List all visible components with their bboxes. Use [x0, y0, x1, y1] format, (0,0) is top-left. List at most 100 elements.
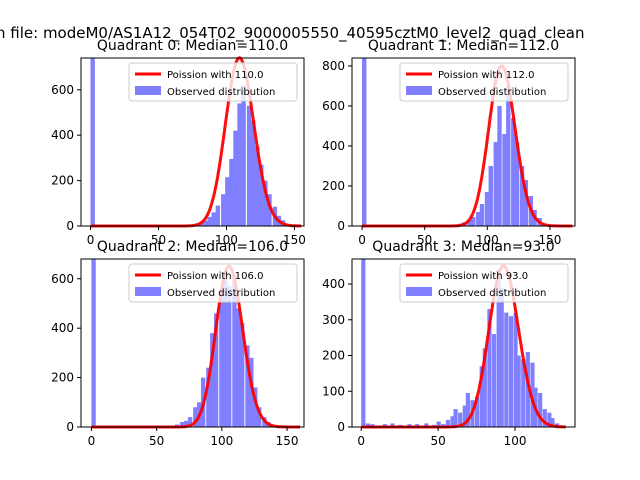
histogram-bar [255, 146, 260, 226]
histogram-bar [257, 407, 262, 427]
histogram-bar [240, 323, 245, 427]
histogram-bar [227, 286, 232, 427]
y-tick-label: 600 [51, 272, 74, 286]
legend-observed-swatch [406, 287, 432, 296]
quadrant-2-histogram [91, 259, 275, 427]
histogram-bar [90, 58, 95, 226]
histogram-bar [211, 212, 216, 226]
histogram-bar [479, 204, 485, 226]
histogram-bar [424, 423, 429, 427]
histogram-bar [362, 58, 367, 226]
quadrant-1-panel: Quadrant 1: Median=112.0 0 50 100 150 0 200 400… [322, 38, 576, 247]
quadrant-1-histogram [362, 58, 546, 226]
y-tick-label: 300 [322, 313, 345, 327]
histogram-bar [193, 407, 198, 427]
histogram-bar [502, 134, 507, 226]
legend-observed-label: Observed distribution [167, 87, 275, 98]
histogram-bar [491, 334, 497, 427]
x-tick-label: 50 [417, 233, 432, 247]
legend-poisson-label: Poission with 110.0 [167, 70, 263, 81]
histogram-bar [504, 312, 509, 427]
y-tick-label: 400 [322, 277, 345, 291]
histogram-bar [521, 359, 526, 427]
histogram-bar [365, 423, 370, 427]
histogram-bar [91, 259, 96, 427]
histogram-bar [493, 142, 498, 226]
legend-box [128, 263, 298, 303]
histogram-bar [206, 367, 211, 427]
histogram-bar [223, 278, 228, 427]
histogram-bar [246, 105, 252, 226]
y-tick-label: 0 [66, 420, 74, 434]
histogram-bar [236, 308, 241, 427]
x-tick-label: 150 [276, 434, 299, 448]
histogram-bar [547, 412, 552, 427]
histogram-bar [496, 269, 501, 427]
y-tick-label: 600 [322, 99, 345, 113]
axes-frame [351, 57, 576, 227]
histogram-bar [508, 316, 514, 427]
histogram-bar [479, 366, 484, 427]
quadrant-3-legend: Poission with 93.0 Observed distribution [399, 263, 569, 303]
histogram-bar [513, 312, 518, 427]
histogram-bar [259, 164, 264, 226]
histogram-bar [467, 220, 472, 226]
y-tick-label: 400 [51, 128, 74, 142]
histogram-bar [550, 418, 555, 427]
y-tick-label: 600 [51, 83, 74, 97]
histogram-bar [487, 309, 492, 427]
histogram-bar [482, 348, 487, 427]
histogram-bar [180, 422, 185, 427]
quadrant-1-legend: Poission with 112.0 Observed distribution [399, 62, 569, 102]
y-tick-label: 100 [322, 384, 345, 398]
x-tick-label: 100 [504, 434, 527, 448]
histogram-bar [436, 421, 441, 427]
x-tick-label: 100 [476, 233, 499, 247]
x-tick-label: 150 [283, 233, 306, 247]
x-tick-label: 50 [151, 233, 166, 247]
histogram-bar [542, 409, 547, 427]
histogram-bar [471, 217, 476, 226]
x-tick-label: 150 [538, 233, 561, 247]
histogram-bar [514, 142, 520, 226]
histogram-bar [390, 423, 395, 427]
histogram-bar [525, 351, 530, 427]
y-tick-label: 200 [322, 349, 345, 363]
y-tick-label: 400 [51, 321, 74, 335]
histogram-bar [450, 416, 455, 427]
legend-observed-label: Observed distribution [438, 87, 546, 98]
quadrant-0-panel: Quadrant 0: Median=110.0 0 50 100 150 0 200 400… [51, 38, 306, 247]
x-tick-label: 0 [357, 434, 365, 448]
x-tick-label: 0 [88, 434, 96, 448]
quadrant-3-title: Quadrant 3: Median=93.0 [372, 239, 554, 255]
histogram-bar [245, 345, 250, 427]
histogram-bar [210, 333, 215, 427]
histogram-bar [506, 86, 511, 226]
x-tick-label: 100 [215, 233, 238, 247]
quadrant-0-title: Quadrant 0: Median=110.0 [97, 38, 288, 54]
histogram-bar [511, 118, 516, 226]
y-tick-label: 200 [322, 179, 345, 193]
y-tick-label: 200 [51, 371, 74, 385]
legend-box [399, 263, 569, 303]
quadrant-2-title: Quadrant 2: Median=106.0 [97, 239, 288, 255]
axes-frame [351, 258, 576, 428]
y-tick-label: 0 [337, 420, 345, 434]
histogram-bar [229, 159, 234, 226]
axes-frame [80, 57, 305, 227]
legend-observed-label: Observed distribution [438, 288, 546, 299]
x-tick-label: 50 [149, 434, 164, 448]
histogram-bar [215, 205, 220, 226]
quadrant-0-legend: Poission with 110.0 Observed distribution [128, 62, 298, 102]
y-tick-label: 0 [66, 219, 74, 233]
figure-suptitle: n file: modeM0/AS1A12_054T02_9000005550_… [0, 24, 585, 43]
histogram-bar [453, 409, 458, 427]
histogram-bar [523, 180, 529, 226]
legend-observed-swatch [135, 287, 161, 296]
histogram-bar [497, 106, 502, 226]
legend-box [399, 62, 569, 102]
histogram-bar [250, 120, 256, 226]
histogram-bar [225, 177, 230, 226]
histogram-bar [484, 192, 490, 226]
